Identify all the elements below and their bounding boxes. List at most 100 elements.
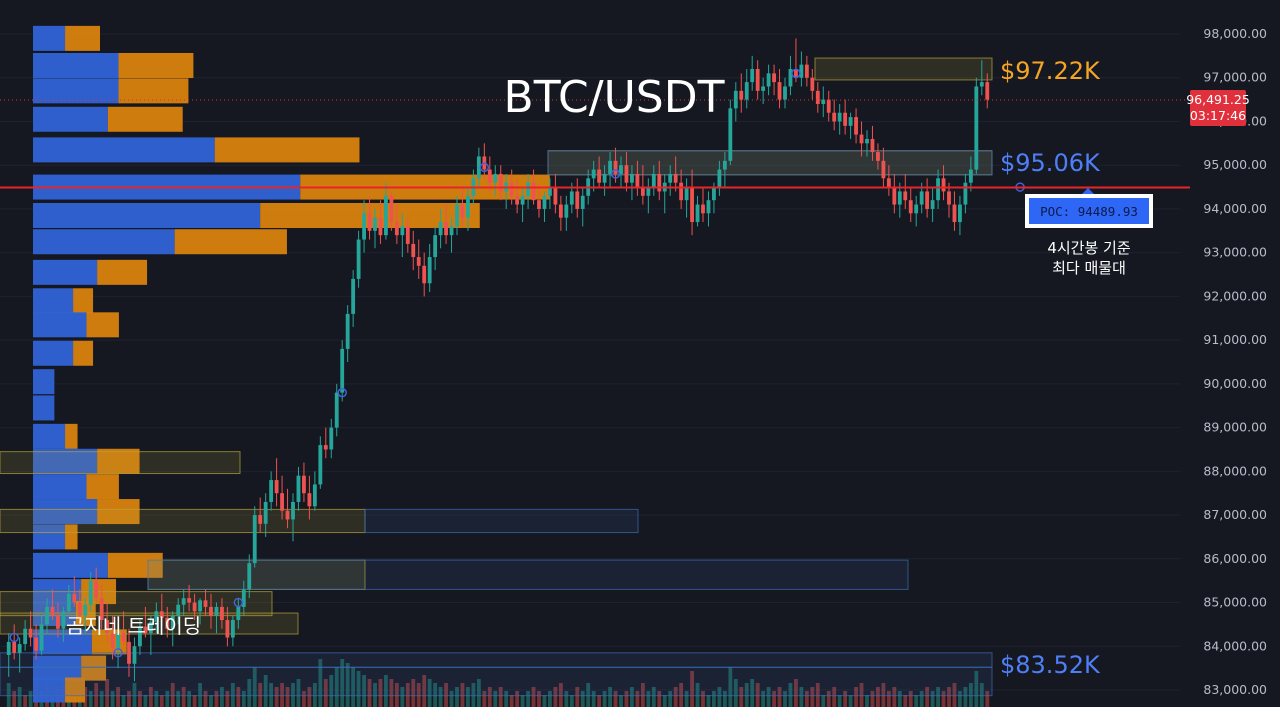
profile-sell-bar [97, 259, 148, 285]
volume-bar [608, 687, 612, 707]
candle-body [12, 641, 17, 653]
candle-body [143, 626, 148, 634]
candle-body [886, 178, 891, 188]
volume-bar [121, 695, 126, 707]
volume-bar [367, 679, 372, 707]
candle-body [548, 187, 552, 196]
candle-body [837, 112, 842, 122]
volume-bar [17, 687, 22, 707]
profile-buy-bar [33, 524, 66, 550]
candle-body [701, 204, 705, 214]
y-tick-label: 84,000.00 [1203, 638, 1267, 653]
volume-bar [903, 695, 908, 707]
candle-body [487, 169, 492, 183]
volume-bar [127, 691, 131, 707]
volume-bar [203, 691, 208, 707]
volume-bar [176, 691, 181, 707]
volume-bar [498, 687, 503, 707]
candle-body [733, 90, 738, 109]
candle-body [427, 257, 432, 284]
volume-bar [569, 695, 574, 707]
candle-body [378, 217, 383, 236]
candle-body [575, 191, 580, 209]
volume-bar [848, 695, 853, 707]
candle-body [220, 606, 224, 621]
candle-body [449, 226, 454, 236]
candle-body [493, 173, 498, 183]
volume-bar [865, 695, 869, 707]
volume-bar [706, 695, 711, 707]
profile-sell-bar [65, 423, 78, 449]
profile-buy-bar [33, 423, 66, 449]
candle-body [176, 604, 181, 616]
candle-body [99, 598, 104, 621]
candle-body [236, 606, 241, 621]
candle-body [892, 187, 897, 205]
volume-bar [722, 691, 727, 707]
current-price-tag: 96,491.25 03:17:46 [1186, 90, 1250, 126]
chart-title: BTC/USDT [504, 72, 725, 123]
volume-bar [804, 691, 809, 707]
demand-zone [364, 508, 639, 534]
poc-pointer [1082, 188, 1094, 194]
current-price-label: 96,491.25 [1186, 92, 1250, 107]
volume-bar [471, 683, 476, 707]
candle-body [165, 617, 170, 629]
y-axis[interactable]: 98,000.0097,000.0096,000.0095,000.0094,0… [1203, 26, 1267, 697]
volume-bar [159, 695, 164, 707]
volume-bar [143, 695, 148, 707]
volume-bar [668, 691, 673, 707]
volume-bar [859, 683, 864, 707]
volume-bar [690, 671, 694, 707]
volume-bar [148, 687, 153, 707]
profile-sell-bar [73, 288, 94, 314]
candle-body [154, 611, 159, 623]
volume-bar [170, 683, 175, 707]
candle-body [728, 108, 733, 161]
volume-bar [263, 675, 268, 707]
volume-bar [673, 687, 678, 707]
candle-body [247, 563, 252, 590]
volume-bar [241, 691, 246, 707]
volume-bar [274, 687, 279, 707]
candle-body [422, 265, 427, 284]
volume-bar [597, 695, 602, 707]
candle-body [187, 598, 192, 603]
candle-body [821, 99, 826, 104]
poc-label: POC: 94489.93 [1040, 204, 1138, 219]
signal-marker [791, 68, 801, 79]
volume-bar [323, 679, 328, 707]
volume-bar [416, 683, 421, 707]
candle-body [668, 173, 673, 183]
profile-buy-bar [33, 552, 108, 578]
candle-body [646, 187, 651, 196]
candle-body [269, 480, 274, 502]
reference-lines [0, 99, 1190, 189]
candle-body [105, 620, 110, 634]
candle-body [651, 173, 656, 188]
candle-body [673, 173, 678, 183]
y-tick-label: 97,000.00 [1203, 70, 1267, 85]
candle-body [498, 173, 503, 192]
volume-bar [914, 695, 919, 707]
volume-bar [225, 691, 230, 707]
candle-body [45, 606, 49, 625]
profile-buy-bar [33, 395, 55, 421]
volume-bar [252, 667, 257, 707]
candle-body [810, 77, 815, 91]
profile-buy-bar [33, 202, 261, 228]
profile-buy-bar [33, 259, 98, 285]
volume-bar [832, 687, 837, 707]
volume-bar [794, 679, 798, 707]
profile-buy-bar [33, 106, 108, 132]
volume-bar [947, 687, 951, 707]
volume-bar [88, 691, 93, 707]
volume-bar [717, 687, 722, 707]
profile-sell-bar [86, 312, 119, 338]
volume-bar [564, 691, 569, 707]
profile-buy-bar [33, 78, 119, 104]
profile-sell-bar [107, 552, 163, 578]
y-tick-label: 83,000.00 [1203, 682, 1267, 697]
profile-buy-bar [33, 448, 98, 474]
